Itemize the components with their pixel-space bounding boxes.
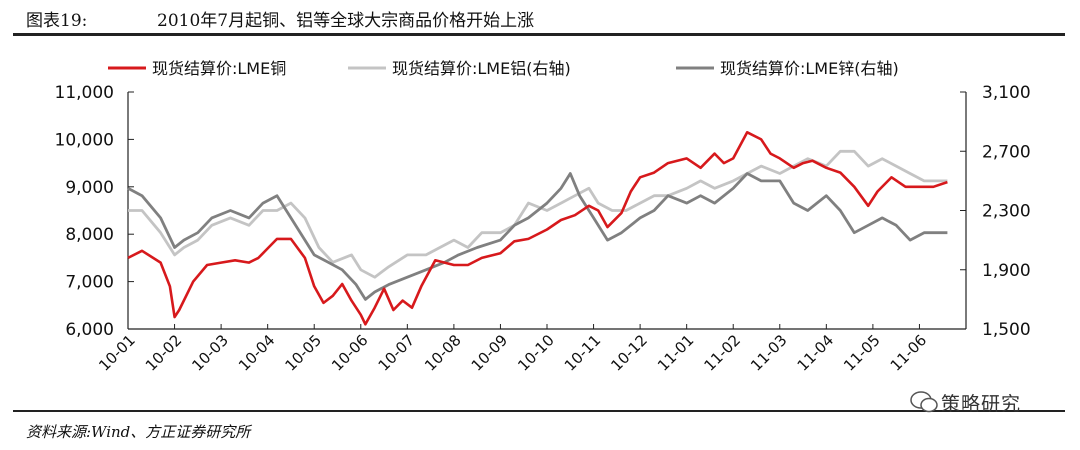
- x-tick-label: 10-02: [142, 331, 186, 375]
- right-tick-label: 2,300: [982, 202, 1031, 222]
- left-tick-label: 6,000: [65, 320, 114, 340]
- right-tick-label: 1,900: [982, 261, 1031, 281]
- x-tick-label: 10-11: [561, 331, 605, 375]
- watermark-text: 策略研究: [941, 393, 1022, 415]
- x-tick-label: 10-10: [514, 331, 558, 375]
- legend-label-2: 现货结算价:LME锌(右轴): [720, 59, 899, 78]
- right-tick-label: 1,500: [982, 320, 1031, 340]
- series-line-0: [127, 131, 948, 326]
- x-tick-label: 10-05: [281, 331, 325, 375]
- x-tick-label: 11-03: [747, 331, 791, 375]
- left-tick-label: 10,000: [55, 130, 114, 150]
- x-tick-label: 11-05: [840, 331, 884, 375]
- x-tick-label: 10-04: [235, 331, 279, 375]
- legend: 现货结算价:LME铜 现货结算价:LME铝(右轴) 现货结算价:LME锌(右轴): [108, 59, 899, 78]
- chart-title: 2010年7月起铜、铝等全球大宗商品价格开始上涨: [157, 11, 535, 31]
- source-note: 资料来源:Wind、方正证券研究所: [26, 423, 251, 441]
- x-tick-label: 11-04: [794, 331, 838, 375]
- left-tick-label: 7,000: [65, 273, 114, 293]
- series-line-2: [127, 172, 948, 301]
- x-tick-label: 10-09: [468, 331, 512, 375]
- top-rule: [13, 33, 1065, 36]
- x-tick-label: 10-08: [421, 331, 465, 375]
- x-tick-label: 10-06: [328, 331, 372, 375]
- right-tick-label: 3,100: [982, 83, 1031, 103]
- left-tick-label: 9,000: [65, 178, 114, 198]
- watermark: 策略研究: [906, 387, 1056, 417]
- right-tick-label: 2,700: [982, 142, 1031, 162]
- chart: 现货结算价:LME铜 现货结算价:LME铝(右轴) 现货结算价:LME锌(右轴) 6…: [55, 59, 1031, 375]
- x-tick-label: 10-03: [188, 331, 232, 375]
- x-tick-label: 11-06: [887, 331, 931, 375]
- plot-area: [127, 131, 948, 326]
- left-tick-label: 8,000: [65, 225, 114, 245]
- x-tick-label: 11-02: [700, 331, 744, 375]
- bottom-rule: [13, 410, 1065, 412]
- x-tick-label: 10-12: [607, 331, 651, 375]
- legend-label-1: 现货结算价:LME铝(右轴): [392, 59, 571, 78]
- series-line-1: [128, 149, 948, 279]
- x-tick-label: 11-01: [654, 331, 698, 375]
- x-tick-label: 10-07: [375, 331, 419, 375]
- legend-label-0: 现货结算价:LME铜: [152, 59, 286, 78]
- left-tick-label: 11,000: [55, 83, 114, 103]
- wechat-icon: [910, 391, 938, 413]
- figure-label: 图表19:: [26, 11, 88, 31]
- title-bar: 图表19: 2010年7月起铜、铝等全球大宗商品价格开始上涨: [0, 0, 1080, 32]
